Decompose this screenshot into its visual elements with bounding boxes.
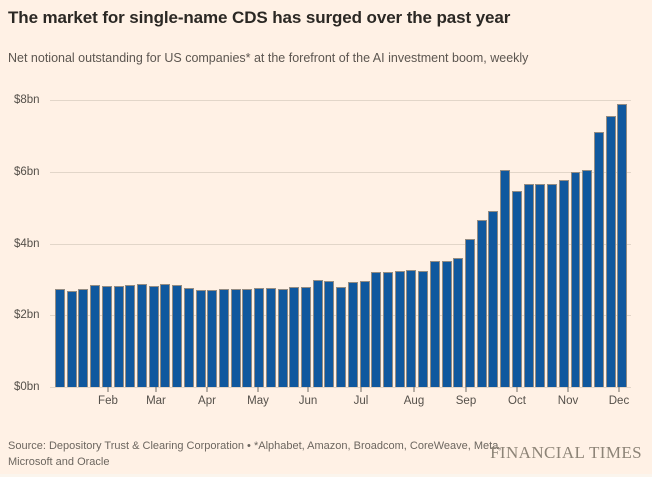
bar (394, 271, 405, 387)
source-text: Source: Depository Trust & Clearing Corp… (8, 439, 501, 471)
bar (476, 220, 487, 387)
x-tick-mark (206, 387, 208, 392)
y-axis: $0bn $2bn $4bn $6bn $8bn (0, 94, 50, 393)
bar (359, 280, 370, 387)
bar (500, 169, 511, 387)
bar (383, 272, 394, 387)
x-tick-mark (618, 387, 620, 392)
bar (429, 261, 440, 387)
bar (172, 284, 183, 387)
gridline-8bn (50, 100, 631, 101)
y-tick-label: $2bn (14, 309, 40, 322)
x-tick-label: Mar (146, 395, 166, 407)
x-tick-label: Jul (353, 395, 369, 407)
bar (265, 288, 276, 387)
x-tick-label: Aug (403, 395, 425, 407)
bar (324, 281, 335, 387)
y-tick-label: $4bn (14, 237, 40, 250)
y-tick-label: $8bn (14, 94, 40, 106)
bar (148, 285, 159, 387)
x-tick-label: Apr (198, 395, 216, 407)
x-tick-label: Sep (455, 395, 477, 407)
bar (511, 191, 522, 387)
bar (254, 288, 265, 387)
x-tick-mark (257, 387, 259, 392)
x-tick-mark (413, 387, 415, 392)
chart-subtitle: Net notional outstanding for US companie… (8, 51, 529, 65)
x-tick-label: Oct (508, 395, 526, 407)
bar (242, 288, 253, 387)
x-tick-label: Jun (298, 395, 318, 407)
bar (336, 286, 347, 387)
bar (160, 283, 171, 387)
bar (570, 172, 581, 387)
bar (418, 271, 429, 387)
x-tick-mark (107, 387, 109, 392)
bar (78, 288, 89, 387)
source-line-1: Source: Depository Trust & Clearing Corp… (8, 440, 502, 452)
x-tick-label: Feb (98, 395, 118, 407)
bar (371, 271, 382, 387)
bar (441, 260, 452, 387)
x-tick-mark (307, 387, 309, 392)
bar (523, 184, 534, 387)
x-tick-mark (155, 387, 157, 392)
bar (113, 285, 124, 387)
gridline-0bn (50, 387, 631, 388)
bar (593, 131, 604, 387)
bar (312, 279, 323, 387)
bar (301, 286, 312, 387)
bar (547, 184, 558, 387)
page-title: The market for single-name CDS has surge… (8, 8, 511, 27)
x-tick-label: Nov (557, 395, 579, 407)
bar (230, 289, 241, 387)
x-tick-mark (516, 387, 518, 392)
bar (406, 270, 417, 387)
bar (535, 183, 546, 387)
bar (453, 257, 464, 387)
plot-area (50, 100, 631, 388)
bar (347, 282, 358, 387)
bar (195, 290, 206, 387)
x-axis: Feb Mar Apr May Jun Jul Aug Sep Oct Nov Dec (50, 387, 631, 415)
x-tick-mark (465, 387, 467, 392)
x-tick-label: May (247, 395, 269, 407)
bar (277, 289, 288, 387)
bar (183, 288, 194, 387)
bar (54, 289, 65, 387)
x-tick-label: Dec (608, 395, 630, 407)
bottom-edge-strip (0, 474, 652, 477)
bar (137, 284, 147, 387)
bar (465, 239, 476, 387)
y-tick-label: $0bn (14, 381, 40, 393)
bar (125, 285, 136, 387)
bar (582, 169, 593, 387)
financial-times-logo: FINANCIAL TIMES (490, 443, 642, 462)
bar (66, 290, 77, 387)
bar (558, 180, 569, 387)
x-tick-mark (360, 387, 362, 392)
gridline-6bn (50, 171, 631, 173)
bar (289, 286, 300, 387)
bar (207, 290, 218, 387)
bar (617, 104, 628, 387)
bar (90, 285, 101, 387)
gridline-4bn (50, 243, 631, 245)
bar (605, 116, 616, 387)
x-tick-mark (567, 387, 569, 392)
bar (488, 210, 499, 387)
y-tick-label: $6bn (14, 165, 40, 178)
bar (101, 285, 112, 387)
source-line-2: Microsoft and Oracle (8, 455, 110, 468)
bar (219, 289, 229, 387)
